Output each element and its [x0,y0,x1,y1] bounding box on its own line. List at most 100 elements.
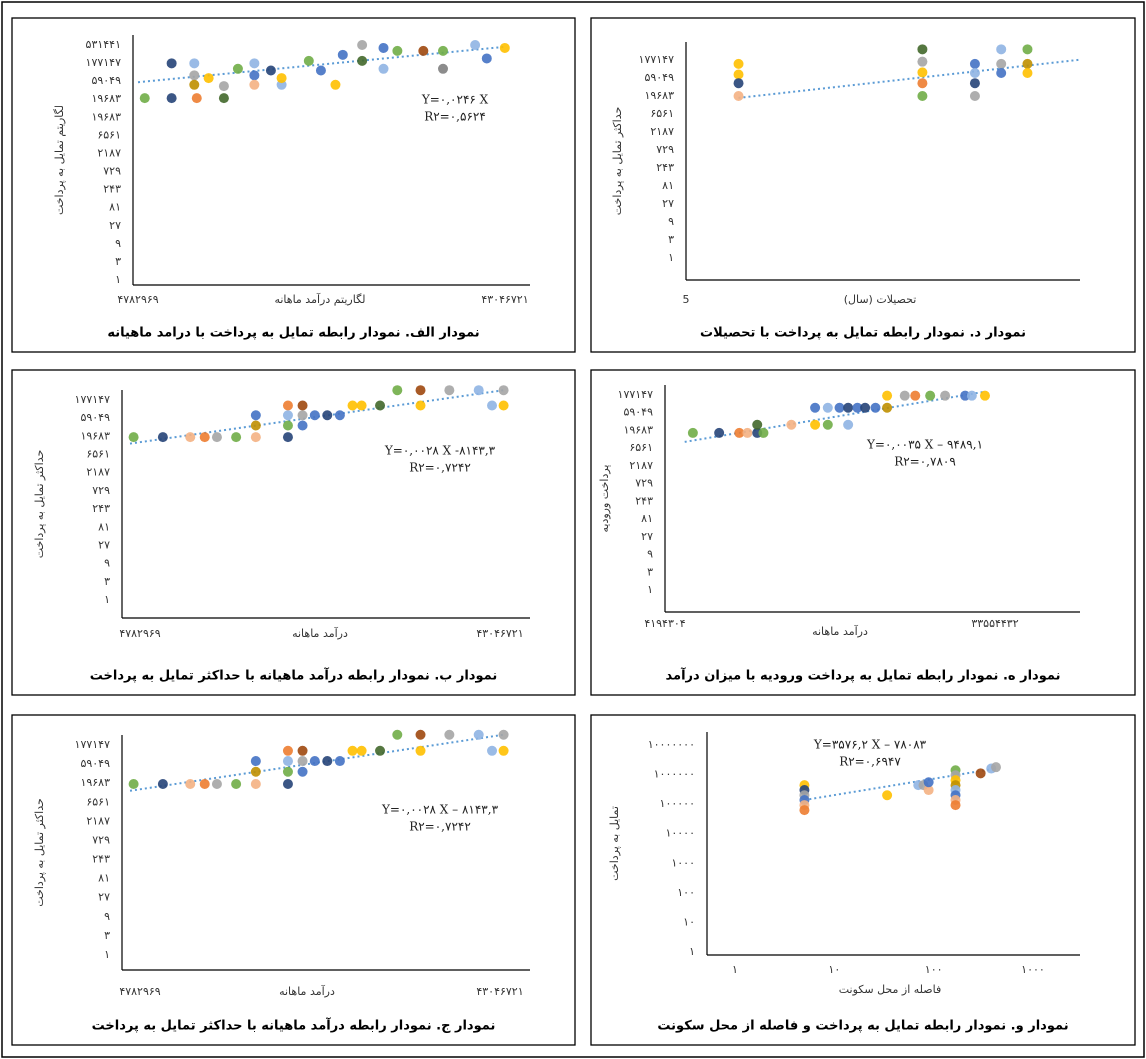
panel-frame [11,714,576,1046]
y-tick-label: ۱۹۶۸۳ [80,776,110,789]
point [218,93,229,104]
y-tick-label: ۱ [115,273,121,286]
equation: R۲=۰,۷۲۴۲ [409,461,471,475]
point [1022,58,1033,69]
point [315,65,326,76]
y-tick-label: ۶۵۶۱ [86,795,110,808]
point [282,432,293,443]
y-tick-label: ۲۱۸۷ [86,466,110,479]
point [966,390,977,401]
point [337,49,348,60]
equation: Y=۰,۰۲۴۶ X [421,93,489,107]
point [810,419,821,430]
point [282,420,293,431]
y-tick-label: ۱ [104,593,110,606]
point [733,58,744,69]
y-tick-label: ۵۹۰۴۹ [80,411,110,424]
point [923,777,934,788]
point [799,805,810,816]
y-tick-label: ۵۹۰۴۹ [80,757,110,770]
equation: Y=۰,۰۰۳۵ X – ۹۴۸۹,۱ [866,438,983,452]
y-tick-label: ۱۹۶۸۳ [644,89,674,102]
point [487,745,498,756]
y-tick-label: ۳ [104,929,110,942]
point [822,402,833,413]
point [687,427,698,438]
point [282,778,293,789]
y-tick-label: ۱۰۰۰۰ [665,827,695,840]
point [882,402,893,413]
point [917,67,928,78]
point [250,420,261,431]
y-tick-label: ۹ [115,237,121,250]
y-tick-label: ۹ [668,215,674,228]
point [185,778,196,789]
y-tick-label: ۲۱۸۷ [86,814,110,827]
point [392,45,403,56]
y-axis-label: پرداخت ورودیه [598,465,611,533]
point [282,756,293,767]
chart-title: نمودار ج. نمودار رابطه درآمد ماهیانه با … [92,1017,496,1034]
y-tick-label: ۷۲۹ [103,165,121,178]
y-tick-label: ۱۰۰۰ [671,856,695,869]
point [481,53,492,64]
point [996,68,1007,79]
equation: Y=۰,۰۰۲۸ X – ۸۱۴۳,۳ [381,803,499,817]
point [128,778,139,789]
y-tick-label: ۱۹۶۸۳ [91,110,121,123]
point [250,766,261,777]
point [882,790,893,801]
x-tick-label: ۳۳۵۵۴۴۳۲ [971,617,1018,630]
point [975,768,986,779]
y-tick-label: ۱ [647,583,653,596]
y-tick-label: ۲۴۳ [92,853,110,866]
x-tick-label: ۴۷۸۲۹۶۹ [117,293,158,306]
y-tick-label: ۷۲۹ [92,833,110,846]
y-tick-label: ۱۹۶۸۳ [623,423,653,436]
point [282,410,293,421]
point [334,756,345,767]
point [211,778,222,789]
point [498,385,509,396]
y-tick-label: ۱۹۶۸۳ [80,429,110,442]
x-tick-label: ۱۰۰ [925,963,943,976]
point [189,70,200,81]
panel-frame [590,17,1136,353]
point [249,79,260,90]
y-tick-label: ۱۷۷۱۴۷ [618,388,654,401]
point [189,58,200,69]
point [250,410,261,421]
chart-title: نمودار ه. نمودار رابطه تمایل به پرداخت و… [666,667,1061,684]
point [139,93,150,104]
y-tick-label: ۸۱ [662,179,674,192]
point [356,745,367,756]
point [415,729,426,740]
point [199,432,210,443]
point [203,73,214,84]
point [347,745,358,756]
point [969,78,980,89]
point [996,58,1007,69]
y-tick-label: ۵۳۱۴۴۱ [86,38,121,51]
point [357,55,368,66]
y-axis-label: حداکثر تمایل به پرداخت [611,107,624,216]
y-axis-label: حداکثر تمایل به پرداخت [33,450,46,559]
point [211,432,222,443]
point [166,93,177,104]
point [250,778,261,789]
x-axis-label: فاصله از محل سکونت [839,983,942,996]
point [752,419,763,430]
y-tick-label: ۲۴۳ [635,494,653,507]
x-tick-label: ۴۱۹۴۳۰۴ [644,617,685,630]
y-tick-label: ۳ [668,233,674,246]
point [309,756,320,767]
point [882,390,893,401]
y-tick-label: ۱ [668,251,674,264]
y-tick-label: ۷۲۹ [656,143,674,156]
y-tick-label: ۹ [104,910,110,923]
point [378,42,389,53]
equation: R۲=۰,۵۶۲۴ [424,110,486,124]
point [1022,44,1033,55]
